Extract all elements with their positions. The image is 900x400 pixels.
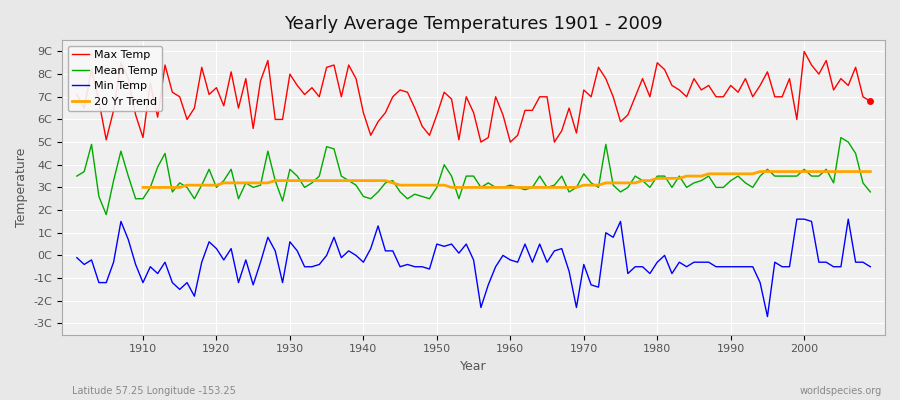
Min Temp [71,255,82,260]
20 Yr Trend [814,169,824,174]
Min Temp [336,255,346,260]
Min Temp [865,264,876,269]
Max Temp [600,76,611,81]
Min Temp [292,248,302,253]
Mean Temp [600,142,611,147]
Max Temp [130,112,141,117]
Max Temp [505,140,516,144]
Max Temp [71,92,82,97]
Min Temp [498,253,508,258]
Max Temp [336,94,346,99]
20 Yr Trend [571,185,581,190]
Max Temp [475,140,486,144]
Line: 20 Yr Trend: 20 Yr Trend [143,172,870,188]
Min Temp [130,262,141,267]
Text: worldspecies.org: worldspecies.org [800,386,882,396]
20 Yr Trend [512,185,523,190]
Mean Temp [101,212,112,217]
X-axis label: Year: Year [460,360,487,373]
20 Yr Trend [138,185,148,190]
Legend: Max Temp, Mean Temp, Min Temp, 20 Yr Trend: Max Temp, Mean Temp, Min Temp, 20 Yr Tre… [68,46,162,111]
20 Yr Trend [277,178,288,183]
20 Yr Trend [307,178,318,183]
Mean Temp [505,183,516,188]
Min Temp [762,314,773,319]
Mean Temp [138,196,148,201]
Line: Max Temp: Max Temp [76,52,870,142]
Mean Temp [299,185,310,190]
Y-axis label: Temperature: Temperature [15,148,28,227]
Max Temp [292,83,302,88]
Min Temp [791,217,802,222]
Max Temp [512,133,523,138]
20 Yr Trend [835,169,846,174]
Max Temp [799,49,810,54]
Mean Temp [71,174,82,178]
Mean Temp [865,190,876,194]
20 Yr Trend [755,169,766,174]
Min Temp [505,258,516,262]
Max Temp [865,99,876,104]
Line: Min Temp: Min Temp [76,219,870,316]
Min Temp [593,285,604,290]
20 Yr Trend [865,169,876,174]
Text: Latitude 57.25 Longitude -153.25: Latitude 57.25 Longitude -153.25 [72,386,236,396]
Mean Temp [343,178,354,183]
Line: Mean Temp: Mean Temp [76,138,870,215]
Title: Yearly Average Temperatures 1901 - 2009: Yearly Average Temperatures 1901 - 2009 [284,15,663,33]
Mean Temp [512,185,523,190]
Mean Temp [835,135,846,140]
